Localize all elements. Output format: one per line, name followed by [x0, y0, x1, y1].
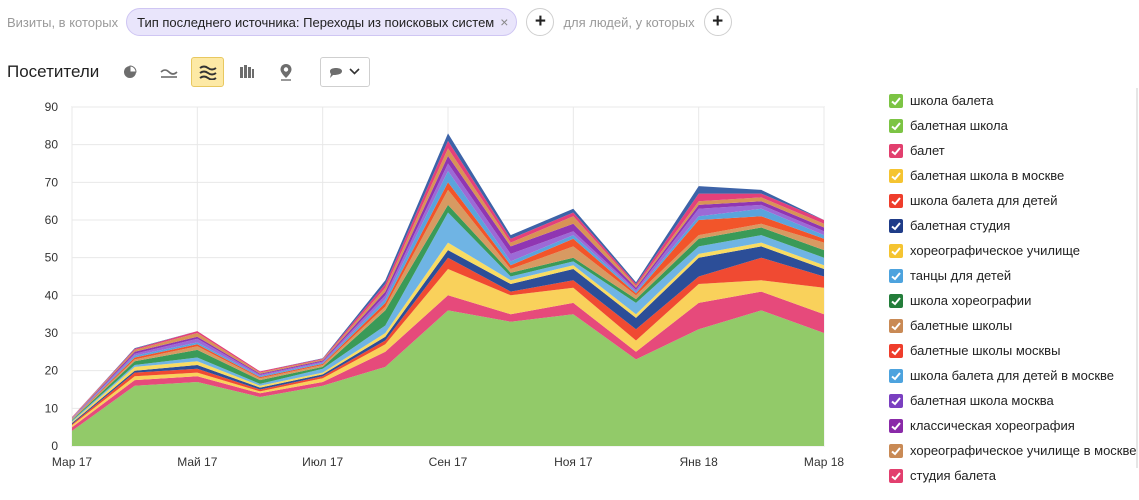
y-tick-label: 90	[45, 100, 59, 114]
add-visit-condition-button[interactable]: +	[526, 8, 555, 36]
legend-item[interactable]: школа балета	[889, 88, 1139, 113]
legend-label: школа балета для детей в москве	[910, 368, 1115, 383]
legend-scrollbar[interactable]	[1136, 88, 1138, 468]
chart-legend: школа балета балетная школа балет балетная …	[889, 88, 1139, 488]
checkbox-icon[interactable]	[889, 218, 903, 233]
comment-chevron-icon	[330, 68, 360, 78]
legend-label: школа балета для детей	[910, 193, 1058, 208]
legend-label: балетная школа в москве	[910, 168, 1065, 183]
checkbox-icon[interactable]	[889, 243, 903, 258]
y-tick-label: 70	[45, 175, 59, 189]
series-area-балет[interactable]	[72, 291, 824, 431]
x-tick-label: Янв 18	[679, 455, 718, 469]
checkbox-icon[interactable]	[889, 393, 903, 408]
checkbox-icon[interactable]	[889, 343, 903, 358]
filter-chip[interactable]: Тип последнего источника: Переходы из по…	[126, 8, 518, 36]
checkbox-icon[interactable]	[889, 443, 903, 458]
stacked-area-icon	[199, 65, 217, 80]
legend-label: школа балета	[910, 93, 994, 108]
series-area-школа-балета[interactable]	[72, 310, 824, 446]
legend-item[interactable]: студия балета	[889, 463, 1139, 488]
y-tick-label: 50	[45, 251, 59, 265]
legend-label: балетная студия	[910, 218, 1011, 233]
segment-filter-bar: Визиты, в которых Тип последнего источни…	[0, 8, 741, 36]
page-title: Посетители	[7, 62, 100, 81]
legend-item[interactable]: школа хореографии	[889, 288, 1139, 313]
y-tick-label: 80	[45, 138, 59, 152]
checkbox-icon[interactable]	[889, 168, 903, 183]
filter-middle-label: для людей, у которых	[563, 14, 695, 30]
legend-item[interactable]: школа балета для детей в москве	[889, 363, 1139, 388]
checkbox-icon[interactable]	[889, 418, 903, 433]
column-chart-icon	[239, 65, 254, 78]
map-button[interactable]	[269, 57, 302, 87]
checkbox-icon[interactable]	[889, 293, 903, 308]
legend-item[interactable]: балетная студия	[889, 213, 1139, 238]
legend-label: балетная школа	[910, 118, 1008, 133]
x-tick-label: Июл 17	[302, 455, 343, 469]
legend-item[interactable]: балетные школы москвы	[889, 338, 1139, 363]
y-tick-label: 20	[45, 364, 59, 378]
checkbox-icon[interactable]	[889, 368, 903, 383]
legend-label: хореографическое училище	[910, 243, 1081, 258]
legend-label: классическая хореография	[910, 418, 1075, 433]
add-user-condition-button[interactable]: +	[703, 8, 732, 36]
stacked-area-chart: 0 10 20 30 40 50 60 70 80 90 Мар 17 Май 17 Июл 17 Сен…	[45, 100, 845, 469]
x-tick-label: Ноя 17	[554, 455, 593, 469]
legend-label: студия балета	[910, 468, 996, 483]
pie-chart-button[interactable]	[113, 57, 146, 87]
map-pin-icon	[280, 64, 292, 81]
x-tick-label: Мар 18	[804, 455, 844, 469]
y-tick-label: 40	[45, 288, 59, 302]
y-tick-label: 60	[45, 213, 59, 227]
series-area-школа-балета-для-детей[interactable]	[72, 257, 824, 426]
legend-item[interactable]: хореографическое училище	[889, 238, 1139, 263]
y-tick-label: 0	[51, 439, 58, 453]
legend-item[interactable]: классическая хореография	[889, 413, 1139, 438]
checkbox-icon[interactable]	[889, 143, 903, 158]
legend-label: балетные школы	[910, 318, 1013, 333]
checkbox-icon[interactable]	[889, 193, 903, 208]
legend-label: балет	[910, 143, 945, 158]
legend-label: танцы для детей	[910, 268, 1012, 283]
legend-item[interactable]: балет	[889, 138, 1139, 163]
legend-item[interactable]: балетные школы	[889, 313, 1139, 338]
legend-item[interactable]: танцы для детей	[889, 263, 1139, 288]
legend-item[interactable]: балетная школа в москве	[889, 163, 1139, 188]
legend-label: хореографическое училище в москве	[910, 443, 1137, 458]
comments-dropdown[interactable]	[320, 57, 371, 87]
checkbox-icon[interactable]	[889, 118, 903, 133]
y-tick-label: 10	[45, 401, 59, 415]
line-chart-icon	[160, 69, 178, 78]
x-tick-label: Мар 17	[52, 455, 92, 469]
close-icon[interactable]: ×	[500, 14, 509, 30]
report-toolbar: Посетители	[0, 56, 371, 88]
checkbox-icon[interactable]	[889, 468, 903, 483]
filter-prefix: Визиты, в которых	[7, 14, 119, 30]
legend-label: балетная школа москва	[910, 393, 1054, 408]
checkbox-icon[interactable]	[889, 268, 903, 283]
y-tick-label: 30	[45, 326, 59, 340]
line-chart-button[interactable]	[152, 57, 185, 87]
series-area-балетная-школа-в-москве[interactable]	[72, 269, 824, 428]
stacked-area-button[interactable]	[191, 57, 225, 87]
legend-item[interactable]: балетная школа москва	[889, 388, 1139, 413]
filter-chip-label: Тип последнего источника: Переходы из по…	[137, 14, 495, 30]
checkbox-icon[interactable]	[889, 93, 903, 108]
checkbox-icon[interactable]	[889, 318, 903, 333]
legend-item[interactable]: хореографическое училище в москве	[889, 438, 1139, 463]
legend-label: школа хореографии	[910, 293, 1032, 308]
legend-label: балетные школы москвы	[910, 343, 1061, 358]
x-tick-label: Май 17	[177, 455, 218, 469]
pie-chart-icon	[123, 65, 137, 78]
column-chart-button[interactable]	[230, 57, 263, 87]
legend-item[interactable]: балетная школа	[889, 113, 1139, 138]
legend-item[interactable]: школа балета для детей	[889, 188, 1139, 213]
x-tick-label: Сен 17	[429, 455, 468, 469]
